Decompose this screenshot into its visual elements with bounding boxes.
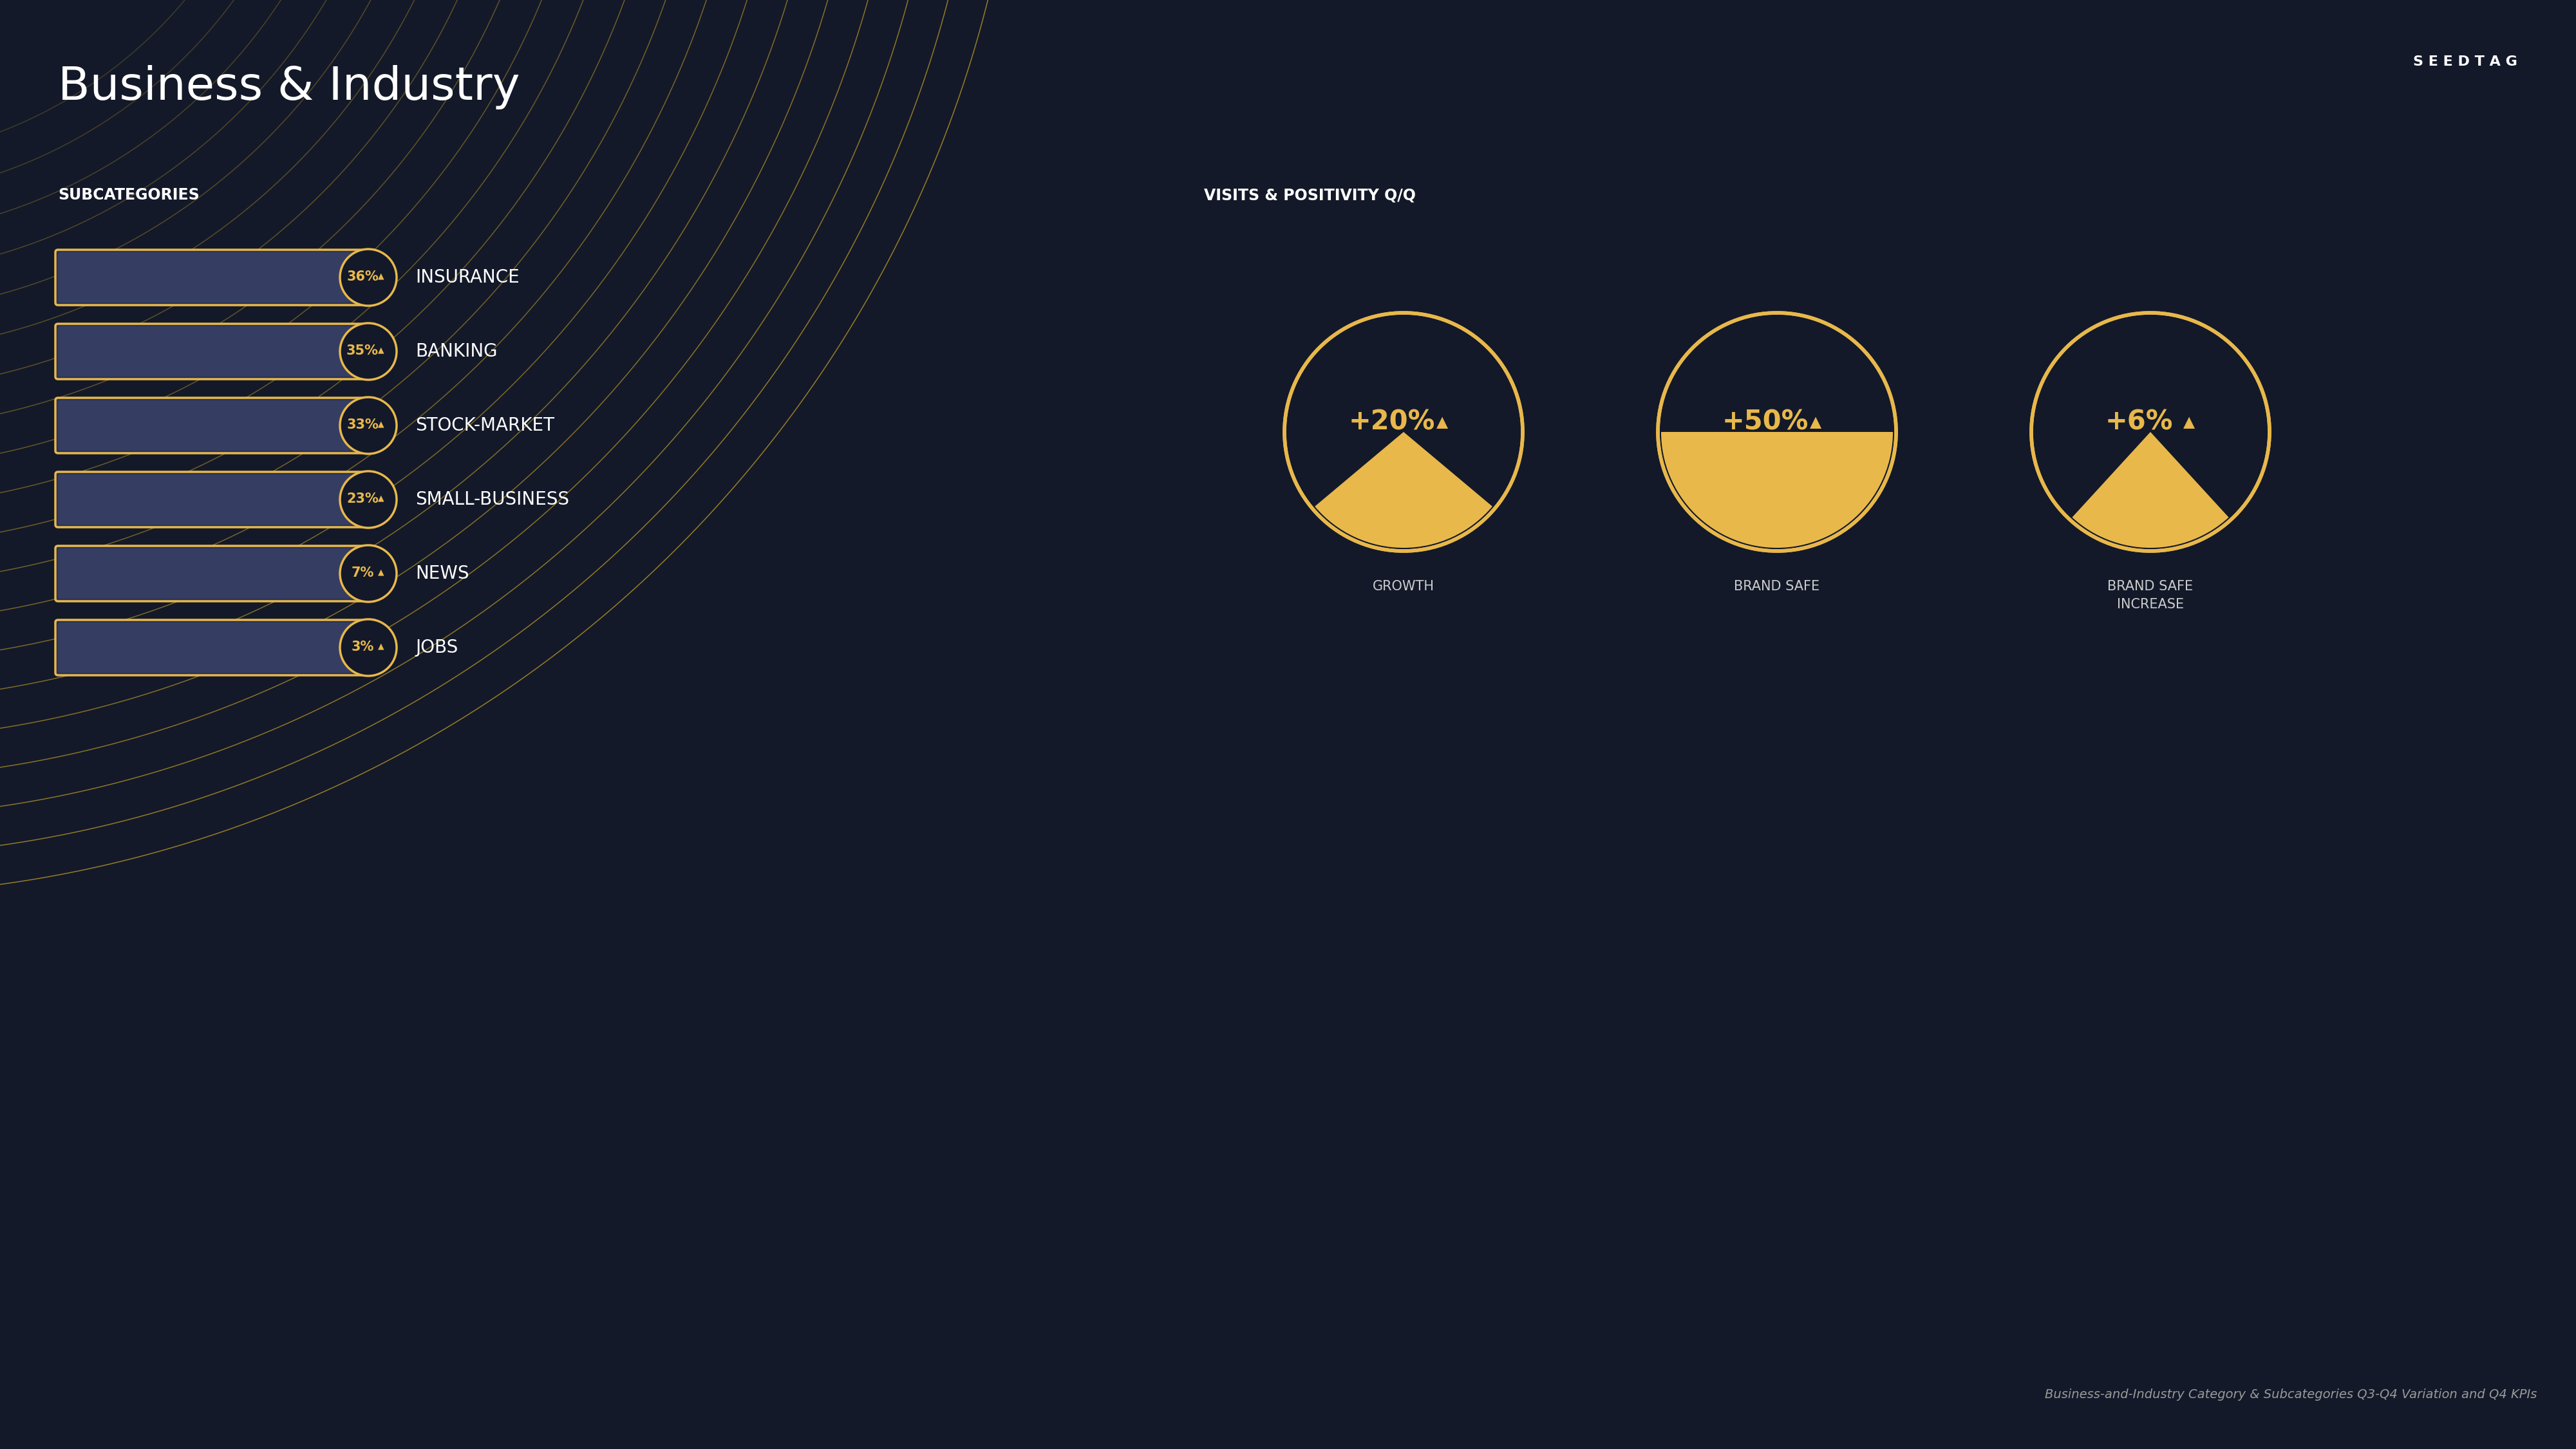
Text: 33%: 33% [345,419,379,432]
Circle shape [340,619,397,675]
FancyBboxPatch shape [54,323,376,380]
Text: ▲: ▲ [379,420,384,429]
Text: ▲: ▲ [1811,414,1821,430]
Circle shape [2032,313,2269,551]
FancyBboxPatch shape [54,472,376,527]
Text: 7%: 7% [350,567,374,580]
Text: NEWS: NEWS [415,565,469,582]
Text: Business & Industry: Business & Industry [57,65,520,110]
Circle shape [340,471,397,527]
Text: GROWTH: GROWTH [1373,580,1435,593]
Text: STOCK-MARKET: STOCK-MARKET [415,416,554,435]
Text: VISITS & POSITIVITY Q/Q: VISITS & POSITIVITY Q/Q [1203,187,1417,203]
FancyBboxPatch shape [57,252,374,303]
Text: BRAND SAFE: BRAND SAFE [1734,580,1819,593]
Text: ▲: ▲ [379,568,384,577]
Text: ▲: ▲ [379,494,384,503]
FancyBboxPatch shape [57,326,374,377]
Wedge shape [1662,432,1893,548]
Wedge shape [2071,432,2228,548]
FancyBboxPatch shape [54,620,376,675]
FancyBboxPatch shape [54,398,376,454]
Circle shape [340,323,397,380]
Circle shape [1659,313,1896,551]
Circle shape [340,249,397,306]
FancyBboxPatch shape [57,623,374,672]
Text: +50%: +50% [1723,409,1808,436]
Text: ▲: ▲ [379,642,384,651]
Text: INSURANCE: INSURANCE [415,268,520,287]
Text: 3%: 3% [350,640,374,653]
Text: ▲: ▲ [1437,414,1448,430]
Circle shape [1285,313,1522,551]
Text: ▲: ▲ [379,272,384,280]
FancyBboxPatch shape [57,474,374,525]
Text: 36%: 36% [345,271,379,283]
FancyBboxPatch shape [57,400,374,451]
Text: SUBCATEGORIES: SUBCATEGORIES [57,187,198,203]
FancyBboxPatch shape [57,548,374,598]
Text: 35%: 35% [345,345,379,358]
Text: S E E D T A G: S E E D T A G [2414,55,2517,68]
Text: ▲: ▲ [2184,414,2195,430]
Text: JOBS: JOBS [415,639,459,656]
Text: +20%: +20% [1350,409,1435,436]
Text: BRAND SAFE
INCREASE: BRAND SAFE INCREASE [2107,580,2192,611]
FancyBboxPatch shape [54,546,376,601]
Text: BANKING: BANKING [415,342,497,361]
Text: 23%: 23% [345,493,379,506]
Text: +6%: +6% [2105,409,2172,436]
Text: ▲: ▲ [379,346,384,355]
Circle shape [340,397,397,454]
Text: SMALL-BUSINESS: SMALL-BUSINESS [415,491,569,509]
Text: Business-and-Industry Category & Subcategories Q3-Q4 Variation and Q4 KPIs: Business-and-Industry Category & Subcate… [2045,1388,2537,1401]
FancyBboxPatch shape [54,249,376,306]
Circle shape [340,545,397,601]
Wedge shape [1314,432,1492,548]
